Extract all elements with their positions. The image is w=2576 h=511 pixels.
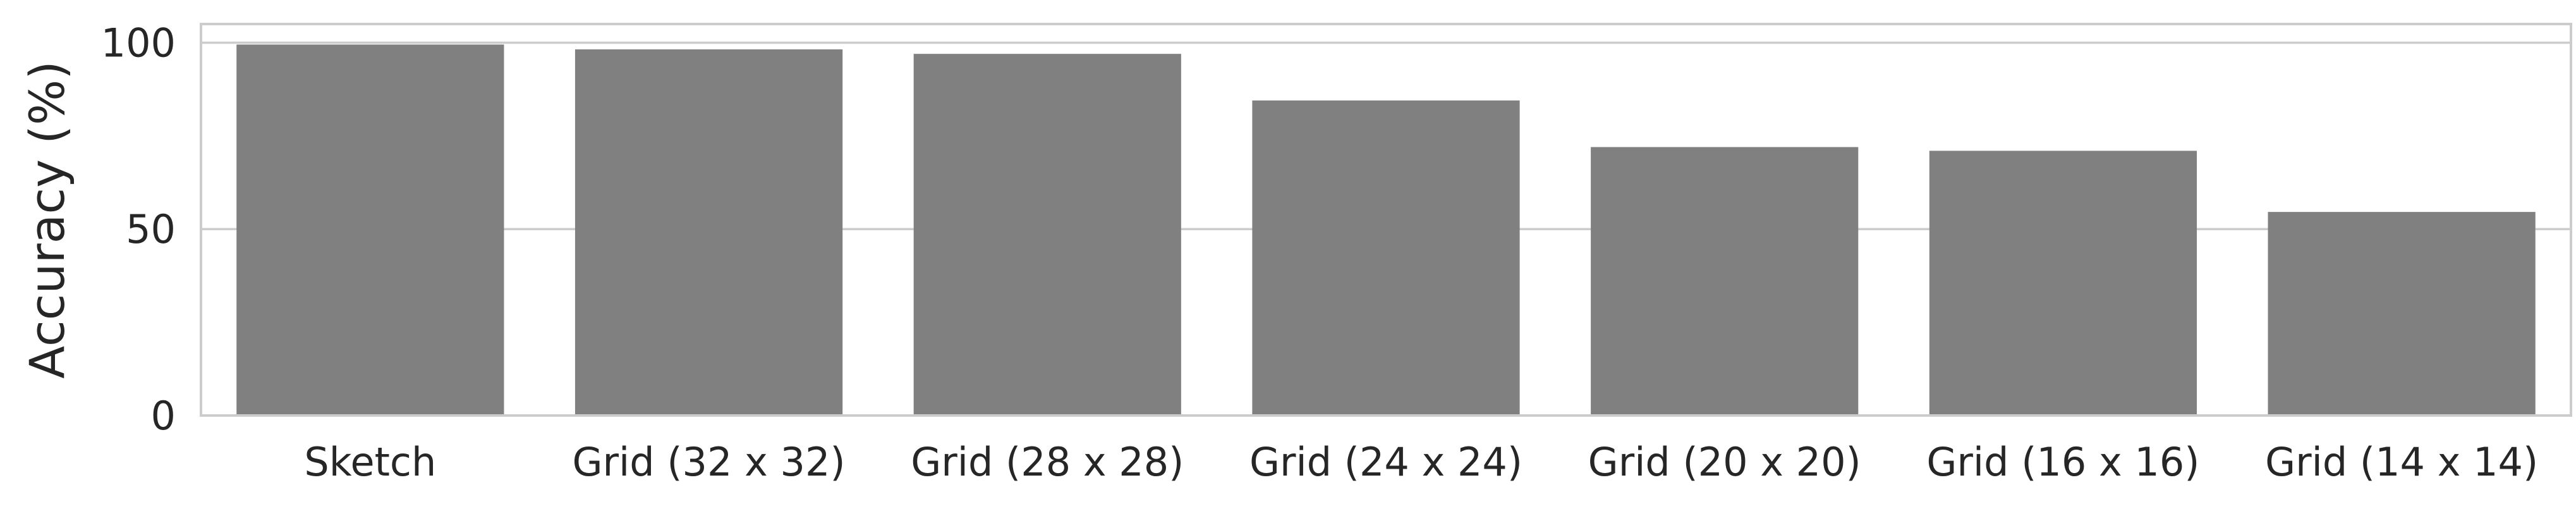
x-tick-label-3: Grid (28 x 28): [911, 439, 1184, 485]
bar-5: [1591, 147, 1859, 416]
x-tick-label-5: Grid (20 x 20): [1588, 439, 1861, 485]
plot-frame: [200, 23, 2572, 417]
bar-1: [236, 44, 504, 416]
bar-6: [1929, 151, 2197, 416]
y-tick-label-0: 0: [151, 393, 176, 439]
y-axis-ticks: 0 50 100: [101, 20, 176, 439]
y-tick-label-50: 50: [126, 206, 176, 252]
x-tick-label-2: Grid (32 x 32): [573, 439, 846, 485]
x-tick-label-4: Grid (24 x 24): [1249, 439, 1522, 485]
x-tick-label-6: Grid (16 x 16): [1926, 439, 2199, 485]
x-axis-ticks: Sketch Grid (32 x 32) Grid (28 x 28) Grid (…: [304, 439, 2538, 485]
bar-2: [574, 49, 843, 416]
y-axis-title: Accuracy (%): [19, 61, 75, 379]
bar-3: [913, 54, 1181, 416]
bars: [236, 44, 2536, 416]
bar-4: [1252, 100, 1520, 416]
x-tick-label-7: Grid (14 x 14): [2265, 439, 2538, 485]
x-tick-label-1: Sketch: [304, 439, 436, 485]
bar-7: [2268, 212, 2536, 416]
y-tick-label-100: 100: [101, 20, 176, 66]
